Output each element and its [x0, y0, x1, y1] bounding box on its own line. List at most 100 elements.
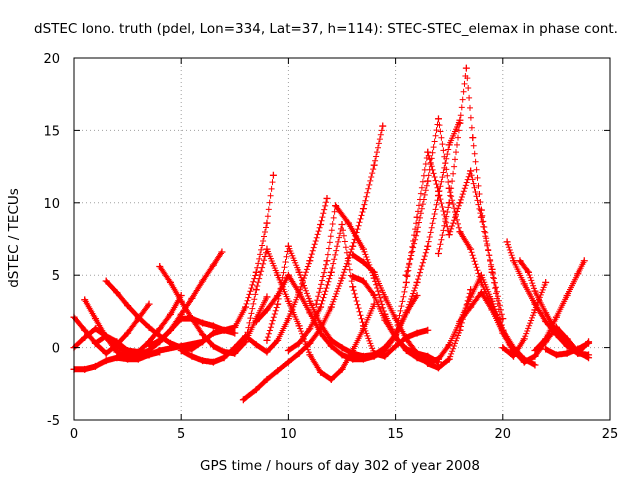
data-point [402, 346, 410, 354]
data-point [381, 293, 389, 301]
plot-frame [73, 57, 611, 421]
data-point [252, 386, 260, 394]
data-point [263, 245, 271, 253]
data-point [274, 300, 282, 308]
data-point [456, 228, 464, 236]
data-point [263, 348, 271, 356]
data-point [456, 119, 464, 127]
data-point [413, 329, 421, 337]
data-point [295, 268, 303, 276]
data-point [359, 352, 367, 360]
data-point [456, 318, 464, 326]
data-point [166, 278, 174, 286]
data-point [113, 289, 121, 297]
data-point [284, 297, 292, 305]
x-axis-label: GPS time / hours of day 302 of year 2008 [200, 458, 480, 474]
data-point [91, 325, 99, 333]
y-tick-label: 10 [43, 197, 60, 212]
data-point [462, 64, 470, 72]
y-tick-label: -5 [47, 414, 60, 429]
data-point [467, 245, 475, 253]
chart-title: dSTEC Iono. truth (pdel, Lon=334, Lat=37… [34, 21, 618, 37]
data-point [102, 357, 110, 365]
data-point [552, 313, 560, 321]
data-point [252, 318, 260, 326]
data-point [424, 326, 432, 334]
series-arc20 [434, 64, 518, 357]
data-point [209, 261, 217, 269]
data-points [70, 64, 593, 404]
data-point [220, 354, 228, 362]
data-point [124, 329, 132, 337]
data-point [349, 242, 357, 250]
data-point [81, 365, 89, 373]
data-point [381, 316, 389, 324]
data-point [323, 257, 331, 265]
data-point [574, 345, 582, 353]
data-point [327, 303, 335, 311]
data-point [413, 228, 421, 236]
data-point [327, 375, 335, 383]
data-point [434, 355, 442, 363]
data-point [327, 336, 335, 344]
data-point [585, 351, 593, 359]
data-point [445, 355, 453, 363]
data-point [145, 300, 153, 308]
ticks: 0 5 10 15 20 25 -5 0 5 10 15 20 [43, 52, 618, 442]
data-point [413, 213, 421, 221]
data-point [263, 336, 271, 344]
data-point [209, 322, 217, 330]
data-point [323, 194, 331, 202]
data-point [295, 289, 303, 297]
data-point [91, 362, 99, 370]
data-point [274, 336, 282, 344]
data-point [102, 349, 110, 357]
series-arc25 [531, 257, 588, 354]
y-tick-label: 0 [52, 342, 60, 357]
data-point [392, 331, 400, 339]
y-axis-label: dSTEC / TECUs [6, 188, 22, 288]
data-point [531, 361, 539, 369]
data-point [317, 368, 325, 376]
data-point [499, 344, 507, 352]
data-point [306, 325, 314, 333]
data-point [531, 346, 539, 354]
data-point [531, 306, 539, 314]
data-point [177, 346, 185, 354]
data-point [467, 303, 475, 311]
data-point [520, 335, 528, 343]
x-tick-label: 10 [280, 427, 297, 442]
data-point [516, 257, 524, 265]
data-point [531, 287, 539, 295]
data-point [349, 283, 357, 291]
x-tick-label: 5 [177, 427, 185, 442]
y-tick-label: 15 [43, 124, 60, 139]
data-point [542, 309, 550, 317]
data-point [284, 242, 292, 250]
data-point [113, 348, 121, 356]
data-point [284, 315, 292, 323]
data-point [402, 309, 410, 317]
data-point [359, 277, 367, 285]
data-point [338, 274, 346, 282]
data-point [274, 367, 282, 375]
data-point [488, 306, 496, 314]
data-point [379, 122, 387, 130]
data-point [370, 349, 378, 357]
data-point [252, 286, 260, 294]
data-point [231, 344, 239, 352]
data-point [231, 323, 239, 331]
x-tick-label: 20 [495, 427, 512, 442]
data-point [317, 320, 325, 328]
data-point [574, 270, 582, 278]
data-point [188, 352, 196, 360]
data-point [344, 219, 352, 227]
data-point [252, 268, 260, 276]
data-point [188, 315, 196, 323]
data-point [199, 319, 207, 327]
x-tick-label: 0 [70, 427, 78, 442]
data-point [209, 329, 217, 337]
data-point [317, 303, 325, 311]
data-point [166, 339, 174, 347]
